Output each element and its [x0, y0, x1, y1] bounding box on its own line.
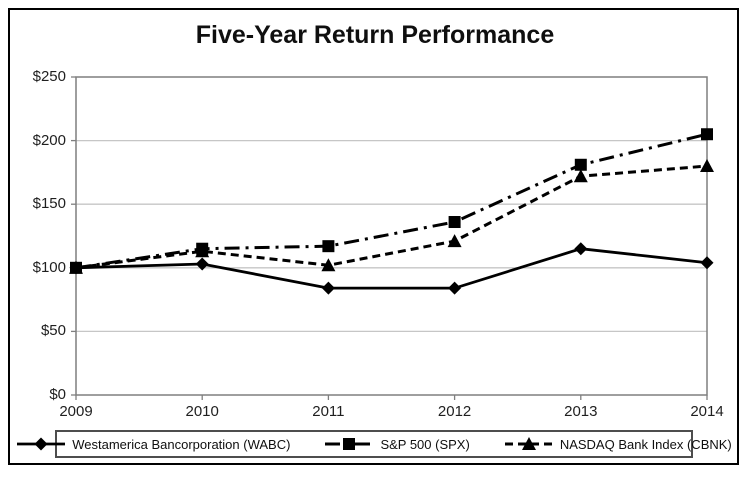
y-tick-label: $150	[32, 195, 66, 213]
x-tick-label: 2012	[437, 403, 472, 420]
legend-label: NASDAQ Bank Index (CBNK)	[559, 436, 732, 452]
y-tick-label: $0	[49, 386, 66, 403]
legend-diamond-line-icon	[17, 437, 66, 451]
x-tick-label: 2011	[312, 403, 345, 420]
chart-legend: Westamerica Bancorporation (WABC) S&P 500…	[17, 430, 732, 458]
legend-item: NASDAQ Bank Index (CBNK)	[504, 436, 732, 452]
x-tick-label: 2014	[690, 403, 724, 420]
x-tick-label: 2009	[59, 403, 93, 420]
legend-label: Westamerica Bancorporation (WABC)	[72, 436, 291, 452]
y-tick-label: $50	[40, 322, 66, 340]
x-tick-label: 2013	[564, 403, 598, 420]
chart-plot-area	[69, 76, 714, 400]
legend-label: S&P 500 (SPX)	[380, 436, 470, 452]
legend-square-line-icon	[325, 438, 374, 450]
x-tick-label: 2010	[185, 403, 219, 420]
y-tick-label: $250	[32, 68, 66, 85]
y-tick-label: $100	[32, 258, 66, 276]
outer-border	[8, 8, 739, 465]
legend-triangle-line-icon	[504, 437, 553, 450]
chart-title: Five-Year Return Performance	[195, 21, 555, 49]
legend-item: S&P 500 (SPX)	[324, 436, 470, 452]
legend-item: Westamerica Bancorporation (WABC)	[16, 436, 290, 452]
y-tick-label: $200	[32, 131, 66, 149]
